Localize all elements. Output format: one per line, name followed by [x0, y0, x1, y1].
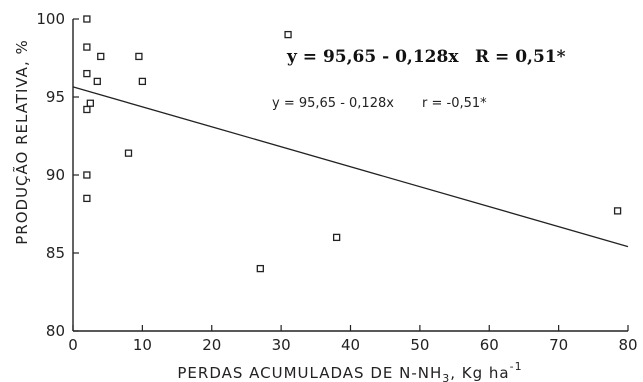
- data-point: [284, 30, 292, 39]
- x-axis-title: PERDAS ACUMULADAS DE N-NH3, Kg ha-1: [177, 360, 522, 382]
- x-tick-label: 50: [410, 336, 429, 354]
- y-tick-label: 95: [46, 88, 65, 106]
- data-point: [256, 264, 264, 273]
- x-tick-label: 20: [202, 336, 221, 354]
- equation-handwritten: y = 95,65 - 0,128x: [272, 96, 394, 111]
- x-tick-label: 30: [272, 336, 291, 354]
- r-value-bold: R = 0,51*: [475, 47, 566, 67]
- equation-bold: y = 95,65 - 0,128x: [286, 47, 459, 67]
- axes: [72, 18, 629, 332]
- y-tick-label: 85: [46, 244, 65, 262]
- data-point: [83, 194, 91, 203]
- x-tick-label: 80: [618, 336, 637, 354]
- x-tick-label: 60: [480, 336, 499, 354]
- data-point: [138, 77, 147, 86]
- data-point: [135, 52, 143, 61]
- data-point: [83, 15, 91, 23]
- data-points: [83, 15, 622, 273]
- data-point: [83, 69, 91, 78]
- x-tick-label: 10: [133, 336, 152, 354]
- tick-labels: 0 10 20 30 40 50 60 70 80 80 85 90 95 100: [36, 10, 637, 354]
- x-tick-label: 0: [68, 336, 78, 354]
- regression-line-group: [72, 86, 629, 248]
- y-tick-label: 80: [46, 322, 65, 340]
- y-tick-label: 100: [36, 10, 65, 28]
- r-value-handwritten: r = -0,51*: [422, 96, 487, 111]
- data-point: [332, 233, 341, 242]
- data-point: [124, 149, 133, 157]
- data-point: [86, 99, 94, 107]
- data-point: [93, 77, 101, 86]
- x-tick-label: 40: [341, 336, 360, 354]
- y-axis-title: PRODUÇÃO RELATIVA, %: [12, 39, 31, 245]
- y-tick-label: 90: [46, 166, 65, 184]
- data-point: [83, 105, 91, 114]
- x-tick-label: 70: [549, 336, 568, 354]
- regression-line: [72, 86, 629, 248]
- data-point: [97, 52, 105, 61]
- data-point: [613, 207, 622, 215]
- data-point: [83, 43, 91, 51]
- data-point: [83, 171, 91, 179]
